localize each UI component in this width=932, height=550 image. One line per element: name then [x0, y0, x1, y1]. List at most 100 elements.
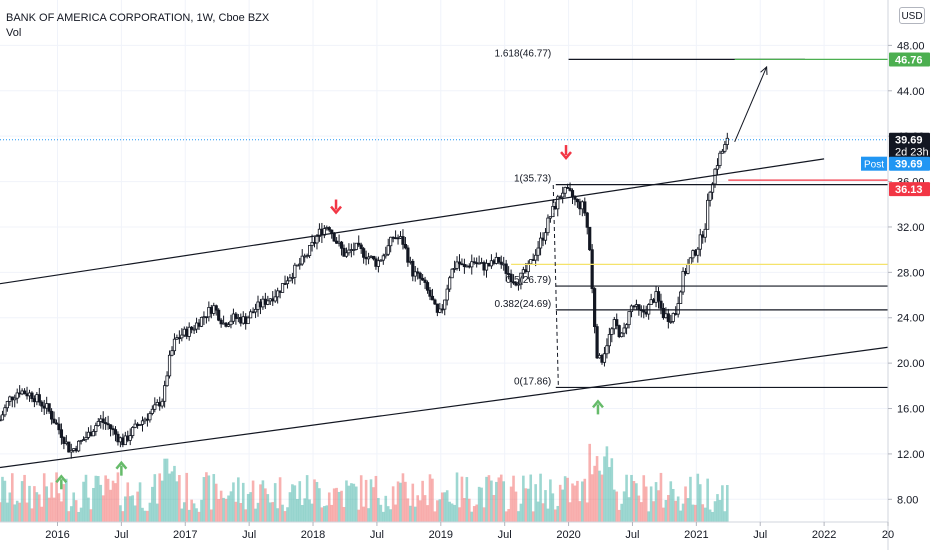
candle-body [89, 431, 93, 437]
volume-bar [50, 482, 53, 522]
volume-bar [396, 481, 400, 522]
volume-bar [640, 502, 643, 522]
volume-bar [133, 505, 137, 522]
candle-body [221, 322, 226, 325]
candle-body [332, 232, 336, 242]
volume-bar [384, 495, 388, 522]
volume-bar [207, 475, 211, 522]
volume-bar [522, 475, 525, 522]
volume-bar [224, 498, 228, 522]
time-tick-label: Jul [370, 529, 384, 541]
volume-bar [411, 483, 415, 522]
volume-bar [332, 488, 336, 522]
price-tick-label: 20.00 [897, 358, 925, 370]
candle-body [194, 322, 199, 330]
volume-bar [585, 502, 589, 522]
volume-bar [436, 500, 439, 522]
volume-bar [126, 482, 130, 522]
volume-bar [192, 503, 196, 522]
volume-bar [551, 493, 555, 522]
candle-body [467, 265, 471, 268]
candle-body [450, 268, 454, 279]
volume-bar [571, 483, 574, 522]
volume-bar [168, 473, 171, 522]
volume-bar [684, 486, 687, 522]
candle-body [683, 270, 688, 274]
candle-body [605, 345, 609, 355]
chart-legend: BANK OF AMERICA CORPORATION, 1W, Cboe BZ… [6, 11, 269, 41]
volume-bar [165, 458, 169, 522]
candle-body [720, 150, 724, 154]
trend-line [0, 346, 889, 469]
volume-bar [423, 495, 427, 522]
volume-bar [556, 505, 560, 522]
candle-body [642, 310, 646, 313]
candle-body [239, 317, 243, 324]
volume-bar [273, 483, 277, 522]
volume-bar [185, 472, 189, 522]
volume-bar [131, 495, 134, 522]
volume-bar [45, 486, 48, 522]
volume-bar [372, 487, 375, 522]
volume-bar [200, 499, 203, 522]
volume-bar [163, 458, 166, 522]
candle-body [3, 407, 7, 416]
price-label-box [889, 156, 930, 171]
candle-body [96, 421, 100, 426]
volume-indicator-label[interactable]: Vol [6, 27, 22, 39]
volume-bar [620, 503, 623, 522]
candle-body [15, 392, 19, 399]
candle-body [158, 402, 162, 407]
candle-body [499, 261, 503, 265]
volume-bar [475, 504, 478, 522]
volume-bar [512, 475, 515, 522]
volume-bar [448, 501, 451, 522]
volume-bar [468, 498, 471, 522]
volume-bar [94, 475, 98, 522]
candle-body [401, 236, 405, 245]
volume-bar [219, 490, 223, 522]
volume-bar [706, 478, 709, 522]
volume-bar [227, 495, 230, 522]
candle-body [241, 316, 245, 324]
candle-body [204, 316, 208, 319]
candle-body [155, 402, 159, 406]
candle-body [64, 441, 68, 444]
volume-bar [237, 477, 240, 522]
volume-bar [369, 479, 373, 522]
volume-bar [612, 489, 616, 522]
volume-bar [340, 490, 343, 522]
candle-body [8, 396, 12, 402]
volume-bar [160, 480, 164, 522]
candle-body [175, 337, 179, 340]
candle-body [310, 241, 314, 246]
volume-bar [69, 506, 73, 522]
volume-bar [701, 504, 705, 522]
volume-bar [74, 500, 78, 522]
candle-body [369, 255, 373, 258]
volume-bar [529, 474, 533, 522]
candle-body [543, 232, 548, 241]
volume-bar [65, 478, 68, 522]
candle-body [214, 305, 218, 311]
volume-bar [89, 509, 93, 522]
volume-bar [47, 497, 51, 522]
volume-bar [698, 484, 702, 522]
candle-body [489, 260, 494, 267]
volume-bar [241, 482, 245, 522]
volume-bar [128, 496, 132, 522]
chart-drawings[interactable]: 1.618(46.77) 1(35.73) 0.5(26.79) 0.382(24.6… [0, 48, 889, 490]
volume-bar [480, 487, 483, 522]
candle-body [13, 397, 17, 401]
volume-bar [563, 476, 567, 522]
candle-body [497, 256, 501, 263]
candle-body [131, 427, 135, 437]
volume-bar [622, 491, 626, 522]
down-arrow-icon [330, 205, 342, 215]
currency-button[interactable]: USD [899, 7, 925, 24]
candle-body [585, 212, 589, 228]
candle-body [710, 183, 715, 193]
volume-bar [106, 478, 110, 522]
